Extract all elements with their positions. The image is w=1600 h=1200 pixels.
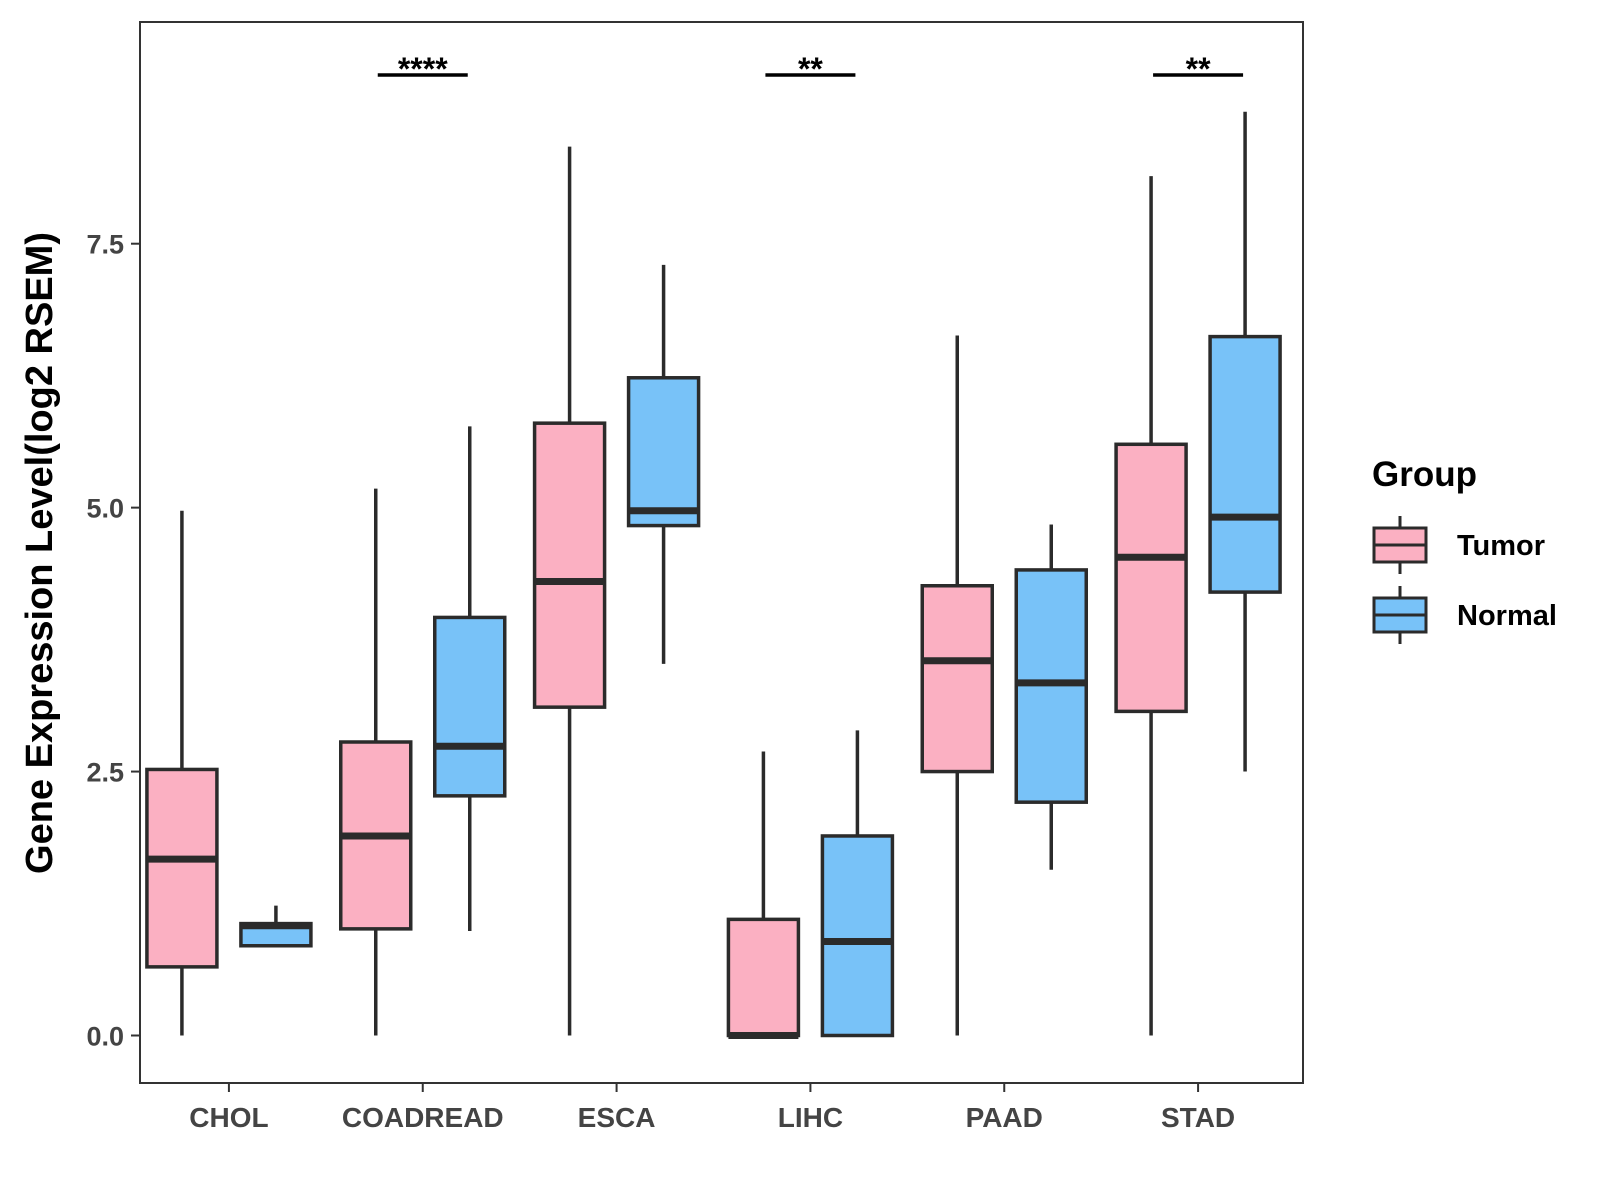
box-normal-esca bbox=[626, 264, 701, 664]
box-normal-paad bbox=[1014, 524, 1088, 870]
x-axis: CHOL COADREAD ESCA LIHC PAAD STAD bbox=[189, 1083, 1235, 1133]
significance-stad: ** bbox=[1153, 51, 1244, 87]
plot-panel bbox=[139, 21, 1304, 1084]
box-tumor-paad bbox=[920, 335, 994, 1036]
legend-entry-normal: Normal bbox=[1372, 586, 1557, 644]
y-tick-label: 2.5 bbox=[86, 758, 124, 788]
boxes-layer bbox=[145, 111, 1282, 1039]
x-tick-label-esca: ESCA bbox=[578, 1102, 656, 1133]
box-body bbox=[1208, 334, 1282, 594]
box-body bbox=[820, 834, 895, 1038]
legend: Group Tumor Normal bbox=[1372, 455, 1557, 644]
x-tick-label-stad: STAD bbox=[1161, 1102, 1235, 1133]
legend-entry-tumor: Tumor bbox=[1372, 516, 1545, 574]
box-body bbox=[726, 917, 801, 1038]
significance-lihc: ** bbox=[765, 51, 856, 87]
significance-label: ** bbox=[798, 51, 823, 87]
box-normal-coadread bbox=[433, 426, 507, 931]
box-body bbox=[145, 767, 219, 969]
y-tick-label: 7.5 bbox=[86, 230, 124, 260]
box-body bbox=[920, 584, 994, 774]
x-tick-label-chol: CHOL bbox=[189, 1102, 268, 1133]
y-axis-title: Gene Expression Level(log2 RSEM) bbox=[19, 232, 61, 874]
box-body bbox=[433, 615, 507, 798]
box-body bbox=[532, 421, 607, 709]
box-tumor-coadread bbox=[339, 488, 413, 1036]
x-tick-label-paad: PAAD bbox=[966, 1102, 1043, 1133]
y-tick-label: 0.0 bbox=[86, 1021, 124, 1051]
significance-label: **** bbox=[398, 51, 448, 87]
box-normal-lihc bbox=[820, 730, 895, 1038]
box-body bbox=[626, 376, 701, 528]
box-normal-chol bbox=[239, 905, 313, 948]
y-tick-label: 5.0 bbox=[86, 494, 124, 524]
x-tick-label-coadread: COADREAD bbox=[342, 1102, 504, 1133]
legend-label: Tumor bbox=[1457, 530, 1545, 562]
y-axis: 0.0 2.5 5.0 7.5 bbox=[86, 230, 140, 1051]
box-tumor-stad bbox=[1114, 176, 1188, 1036]
box-normal-stad bbox=[1208, 111, 1282, 772]
box-tumor-chol bbox=[145, 510, 219, 1036]
significance-label: ** bbox=[1186, 51, 1211, 87]
box-tumor-esca bbox=[532, 146, 607, 1036]
significance-coadread: **** bbox=[377, 51, 468, 87]
box-tumor-lihc bbox=[726, 751, 801, 1039]
legend-title: Group bbox=[1372, 455, 1477, 494]
box-body bbox=[1114, 442, 1188, 714]
legend-label: Normal bbox=[1457, 600, 1557, 632]
x-tick-label-lihc: LIHC bbox=[778, 1102, 843, 1133]
significance-annotations: **** ** ** bbox=[377, 51, 1244, 87]
